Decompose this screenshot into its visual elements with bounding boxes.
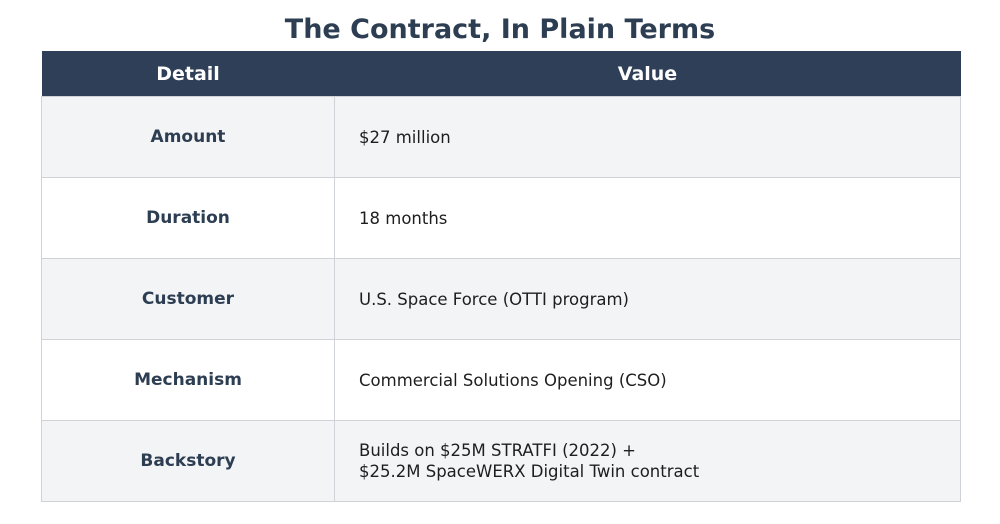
- header-row: Detail Value: [41, 51, 961, 97]
- row-detail-label: Mechanism: [41, 339, 335, 421]
- row-detail-label: Customer: [41, 258, 335, 340]
- row-detail-label: Amount: [41, 96, 335, 178]
- table-row: Customer U.S. Space Force (OTTI program): [41, 258, 961, 340]
- table-row: Duration 18 months: [41, 177, 961, 259]
- column-header-value: Value: [334, 51, 961, 97]
- table-header: Detail Value: [41, 51, 961, 97]
- column-header-detail: Detail: [41, 51, 335, 97]
- row-value: $27 million: [334, 96, 961, 178]
- row-detail-label: Duration: [41, 177, 335, 259]
- page-title: The Contract, In Plain Terms: [284, 14, 716, 45]
- table-row: Mechanism Commercial Solutions Opening (…: [41, 339, 961, 421]
- row-value: 18 months: [334, 177, 961, 259]
- contract-table: Detail Value Amount $27 million Duration…: [41, 51, 961, 502]
- row-value: U.S. Space Force (OTTI program): [334, 258, 961, 340]
- row-value: Builds on $25M STRATFI (2022) + $25.2M S…: [334, 420, 961, 502]
- row-detail-label: Backstory: [41, 420, 335, 502]
- table-row: Amount $27 million: [41, 96, 961, 178]
- table-body: Amount $27 million Duration 18 months Cu…: [41, 96, 961, 502]
- table-row: Backstory Builds on $25M STRATFI (2022) …: [41, 420, 961, 502]
- row-value: Commercial Solutions Opening (CSO): [334, 339, 961, 421]
